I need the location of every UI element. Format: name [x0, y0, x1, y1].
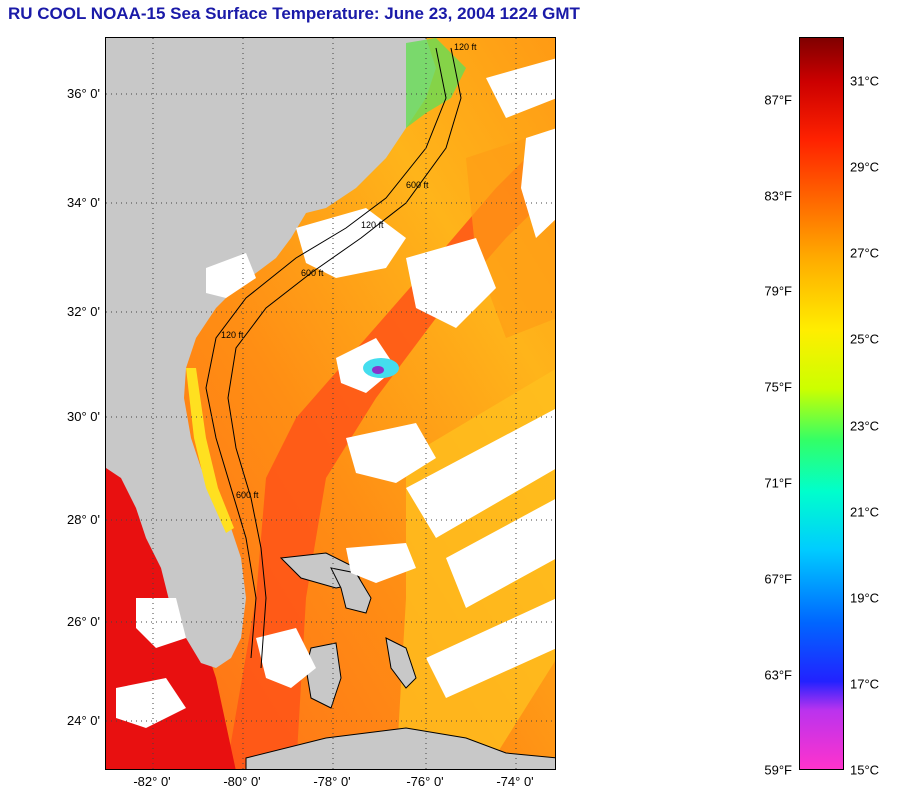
isobath-label: 600 ft [236, 490, 259, 500]
colorbar-c-label: 19°C [850, 590, 880, 606]
isobath-label: 120 ft [361, 220, 384, 230]
lon-label: -82° 0' [133, 774, 171, 789]
colorbar-f-label: 75°F [764, 379, 792, 395]
colorbar-c-label: 15°C [850, 762, 880, 778]
lon-label: -80° 0' [223, 774, 261, 789]
bahamas-eleuthera [385, 637, 417, 689]
graticule [106, 38, 555, 769]
colorbar-c-label: 31°C [850, 73, 880, 89]
lon-label: -78° 0' [313, 774, 351, 789]
lon-label: -76° 0' [406, 774, 444, 789]
colorbar-f-label: 67°F [764, 571, 792, 587]
colorbar-f-label: 71°F [764, 475, 792, 491]
colorbar-c-label: 25°C [850, 331, 880, 347]
colorbar-f-label: 83°F [764, 188, 792, 204]
isobath-label: 120 ft [221, 330, 244, 340]
colorbar-f-label: 59°F [764, 762, 792, 778]
sst-map: 120 ft 600 ft 120 ft 600 ft 120 ft 600 f… [105, 37, 556, 770]
colorbar-c-label: 17°C [850, 676, 880, 692]
coastal-strip [186, 368, 234, 533]
lat-label: 30° 0' [67, 409, 100, 424]
coastal-upwelling [406, 38, 466, 128]
lat-label: 26° 0' [67, 614, 100, 629]
lat-label: 24° 0' [67, 713, 100, 728]
colorbar-f-label: 79°F [764, 283, 792, 299]
temperature-colorbar [799, 37, 844, 770]
isobath-120ft [205, 47, 447, 659]
isobath-label: 600 ft [406, 180, 429, 190]
lat-label: 32° 0' [67, 304, 100, 319]
lat-label: 28° 0' [67, 512, 100, 527]
colorbar-f-label: 87°F [764, 92, 792, 108]
isobath-600ft [227, 47, 462, 669]
lat-label: 36° 0' [67, 86, 100, 101]
land-southeast-us [106, 38, 436, 668]
page-title: RU COOL NOAA-15 Sea Surface Temperature:… [8, 4, 580, 23]
isobath-label: 120 ft [454, 42, 477, 52]
cold-eddy-core [372, 366, 384, 374]
colorbar-c-label: 27°C [850, 245, 880, 261]
cloud-cover [116, 58, 555, 728]
colorbar-f-label: 63°F [764, 667, 792, 683]
colorbar-c-label: 23°C [850, 418, 880, 434]
colorbar-c-label: 21°C [850, 504, 880, 520]
lon-label: -74° 0' [496, 774, 534, 789]
cuba-coast [245, 727, 555, 769]
isobath-label: 600 ft [301, 268, 324, 278]
colorbar-c-label: 29°C [850, 159, 880, 175]
lat-label: 34° 0' [67, 195, 100, 210]
